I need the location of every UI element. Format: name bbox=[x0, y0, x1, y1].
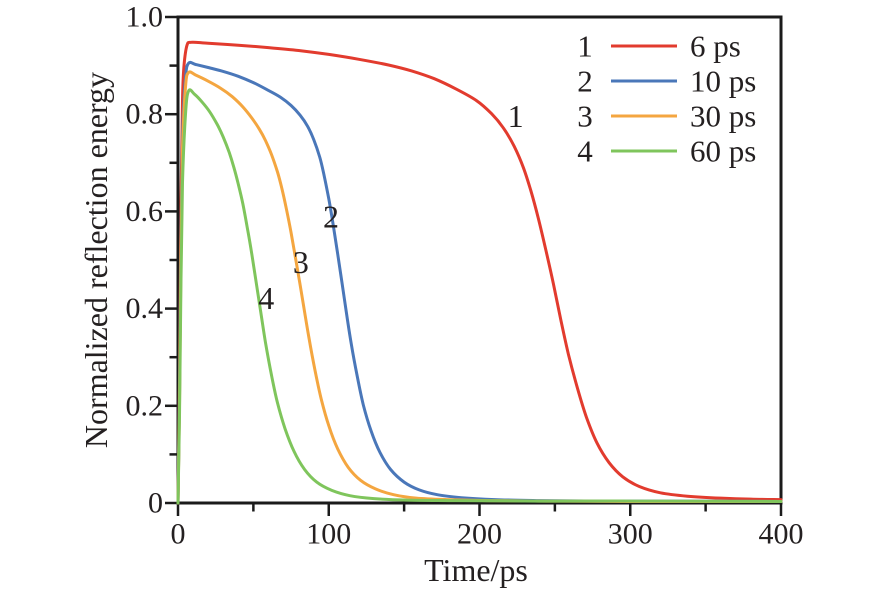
series-line-30ps bbox=[176, 70, 783, 505]
y-tick-label: 0.6 bbox=[126, 195, 164, 228]
legend-label: 10 ps bbox=[690, 64, 756, 99]
y-tick-label: 0.4 bbox=[126, 292, 164, 325]
x-tick-label: 200 bbox=[457, 518, 502, 551]
x-axis-title: Time/ps bbox=[424, 552, 528, 588]
x-tick-label: 300 bbox=[608, 518, 653, 551]
legend-index: 4 bbox=[577, 134, 593, 169]
x-tick-label: 400 bbox=[759, 518, 804, 551]
x-tick-label: 100 bbox=[306, 518, 351, 551]
series-line-6ps bbox=[176, 40, 783, 505]
curve-label-4: 4 bbox=[258, 280, 274, 316]
axes-box bbox=[176, 15, 783, 505]
legend-label: 60 ps bbox=[690, 134, 756, 169]
legend-index: 3 bbox=[577, 99, 593, 134]
legend-label: 6 ps bbox=[690, 29, 741, 64]
y-tick-label: 0.8 bbox=[126, 98, 164, 131]
series-line-10ps bbox=[176, 60, 783, 505]
y-tick-label: 0 bbox=[148, 487, 163, 520]
series-line-60ps bbox=[176, 88, 783, 505]
y-axis-title: Normalized reflection energy bbox=[78, 72, 114, 448]
y-tick-label: 1.0 bbox=[126, 1, 164, 34]
legend-index: 1 bbox=[577, 29, 593, 64]
y-tick-label: 0.2 bbox=[126, 389, 164, 422]
x-tick-label: 0 bbox=[171, 518, 186, 551]
legend-index: 2 bbox=[577, 64, 593, 99]
curve-label-1: 1 bbox=[508, 98, 524, 134]
curve-label-2: 2 bbox=[323, 198, 339, 234]
curve-label-3: 3 bbox=[293, 244, 309, 280]
legend-label: 30 ps bbox=[690, 99, 756, 134]
